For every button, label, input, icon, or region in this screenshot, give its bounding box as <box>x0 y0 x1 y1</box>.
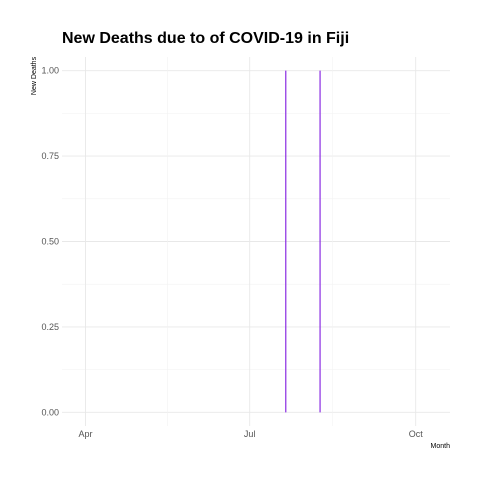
y-tick-label: 0.25 <box>41 322 59 332</box>
grid <box>62 57 450 426</box>
x-tick-label: Jul <box>244 429 256 439</box>
y-tick-label: 0.50 <box>41 237 59 247</box>
y-tick-label: 0.75 <box>41 151 59 161</box>
x-tick-label: Oct <box>409 429 424 439</box>
bars <box>285 70 321 413</box>
y-tick-label: 0.00 <box>41 407 59 417</box>
x-tick-label: Apr <box>78 429 92 439</box>
chart-title: New Deaths due to of COVID-19 in Fiji <box>62 30 349 47</box>
x-axis-ticks: Apr Jul Oct <box>78 429 423 439</box>
y-axis-ticks: 0.00 0.25 0.50 0.75 1.00 <box>41 66 59 418</box>
y-axis-label: New Deaths <box>31 56 38 95</box>
y-tick-label: 1.00 <box>41 66 59 76</box>
x-axis-label: Month <box>431 443 451 450</box>
